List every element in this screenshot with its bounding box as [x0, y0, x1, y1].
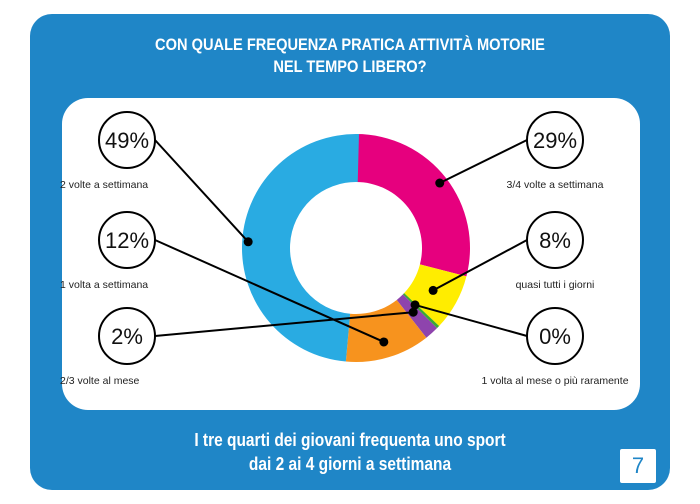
- category-label-1-volta-a-settimana: 1 volta a settimana: [60, 279, 148, 291]
- value-bubble-2-3-volte-al-mese: [98, 307, 156, 365]
- page-number: 7: [618, 447, 658, 485]
- slice-2-volte-a-settimana: [241, 133, 359, 362]
- value-bubble-1-volta-a-settimana: [98, 211, 156, 269]
- category-label-quasi-tutti-i-giorni: quasi tutti i giorni: [516, 279, 595, 291]
- category-label-3-4-volte-a-settimana: 3/4 volte a settimana: [507, 179, 604, 191]
- subtitle-line-2: dai 2 ai 4 giorni a settimana: [248, 454, 452, 474]
- leader-line-1-volta-a-settimana: [154, 239, 385, 343]
- value-bubble-2-volte-a-settimana: [98, 111, 156, 169]
- value-bubble-3-4-volte-a-settimana: [526, 111, 584, 169]
- category-label-2-3-volte-al-mese: 2/3 volte al mese: [60, 375, 140, 387]
- leader-line-3-4-volte-a-settimana: [439, 139, 528, 184]
- title-line-1: CON QUALE FREQUENZA PRATICA ATTIVITÀ MOT…: [155, 35, 545, 54]
- title-line-2: NEL TEMPO LIBERO?: [273, 57, 427, 76]
- leader-dot-3-4-volte-a-settimana: [435, 178, 445, 188]
- value-label-2-3-volte-al-mese: 2%: [111, 324, 143, 349]
- chart-subtitle: I tre quarti dei giovani frequenta uno s…: [75, 428, 625, 476]
- slice-3-4-volte-a-settimana: [356, 134, 470, 277]
- slice-1-volta-a-settimana: [345, 299, 427, 362]
- value-label-2-volte-a-settimana: 49%: [105, 128, 149, 153]
- chart-title: CON QUALE FREQUENZA PRATICA ATTIVITÀ MOT…: [75, 34, 625, 78]
- subtitle-line-1: I tre quarti dei giovani frequenta uno s…: [194, 430, 506, 450]
- leader-line-quasi-tutti-i-giorni: [432, 239, 528, 292]
- leader-line-1-volta-al-mese-o-pi-raramente: [414, 303, 528, 337]
- leader-line-2-volte-a-settimana: [154, 139, 249, 243]
- category-label-2-volte-a-settimana: 2 volte a settimana: [60, 179, 148, 191]
- value-bubble-1-volta-al-mese-o-pi-raramente: [526, 307, 584, 365]
- value-label-1-volta-a-settimana: 12%: [105, 228, 149, 253]
- leader-dot-1-volta-a-settimana: [379, 337, 389, 347]
- value-label-quasi-tutti-i-giorni: 8%: [539, 228, 571, 253]
- value-label-1-volta-al-mese-o-pi-raramente: 0%: [539, 324, 571, 349]
- leader-line-2-3-volte-al-mese: [154, 311, 414, 337]
- value-label-3-4-volte-a-settimana: 29%: [533, 128, 577, 153]
- leader-dot-1-volta-al-mese-o-pi-raramente: [410, 300, 420, 310]
- value-bubble-quasi-tutti-i-giorni: [526, 211, 584, 269]
- leader-dot-2-volte-a-settimana: [243, 237, 253, 247]
- leader-dot-quasi-tutti-i-giorni: [428, 285, 438, 295]
- category-label-1-volta-al-mese-o-pi-raramente: 1 volta al mese o più raramente: [481, 375, 628, 387]
- leader-dot-2-3-volte-al-mese: [408, 307, 418, 317]
- slice-2-3-volte-al-mese: [396, 294, 438, 338]
